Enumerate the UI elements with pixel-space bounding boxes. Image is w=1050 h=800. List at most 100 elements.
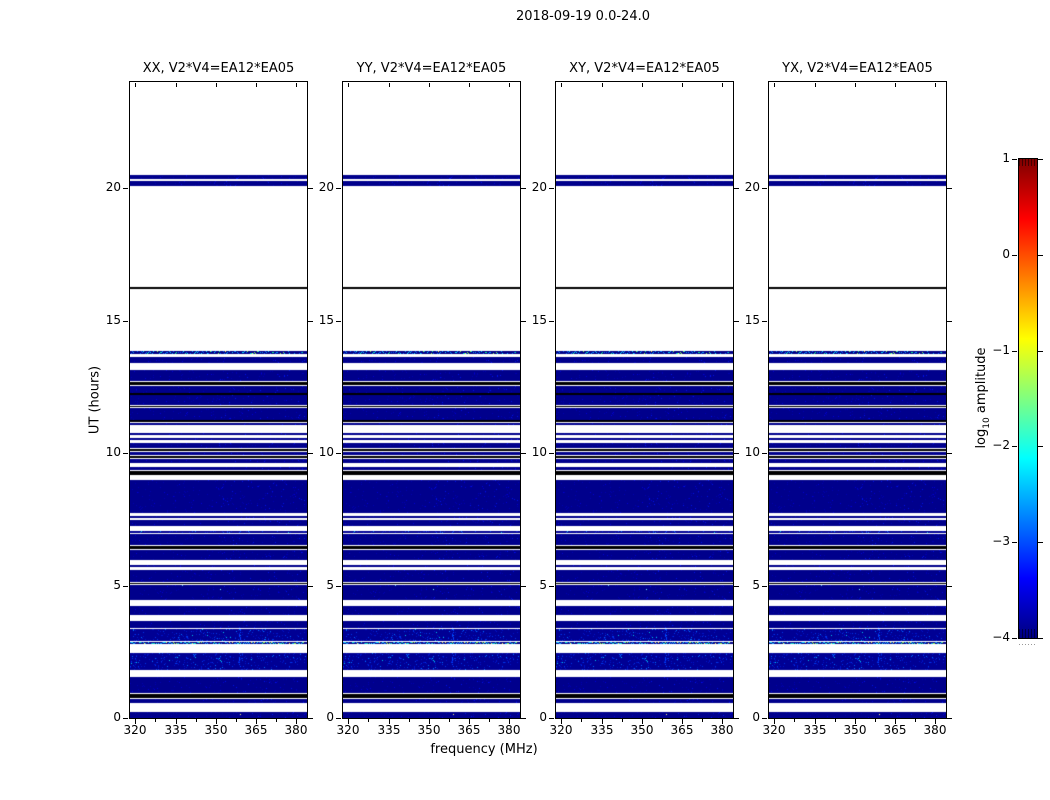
heatmap-panel — [342, 81, 521, 719]
colorbar-tick-label: −1 — [992, 343, 1010, 357]
x-tick-label: 320 — [762, 723, 786, 737]
colorbar-tick-right — [1038, 159, 1043, 160]
x-major-tick — [642, 719, 643, 724]
x-tick-label: 380 — [923, 723, 947, 737]
x-minor-tick — [794, 719, 795, 722]
x-major-tick-top — [895, 83, 896, 87]
x-axis-label: frequency (MHz) — [430, 742, 538, 757]
x-major-tick-top — [815, 83, 816, 87]
x-minor-tick — [489, 719, 490, 722]
colorbar-tick-label: −4 — [992, 630, 1010, 644]
x-minor-tick — [196, 719, 197, 722]
colorbar-tick-left — [1012, 446, 1017, 447]
colorbar-hatch-top — [1019, 159, 1037, 166]
y-tick-label: 0 — [539, 710, 547, 724]
heatmap-panel — [129, 81, 308, 719]
y-major-tick-right — [947, 586, 952, 587]
x-tick-label: 335 — [803, 723, 827, 737]
x-major-tick — [469, 719, 470, 724]
x-tick-label: 365 — [883, 723, 907, 737]
y-major-tick-right — [734, 453, 739, 454]
x-tick-label: 320 — [336, 723, 360, 737]
x-major-tick-top — [389, 83, 390, 87]
colorbar-tick-left — [1012, 542, 1017, 543]
y-tick-label: 20 — [318, 180, 334, 194]
colorbar-tick-right — [1038, 638, 1043, 639]
x-tick-label: 320 — [549, 723, 573, 737]
y-major-tick — [336, 321, 341, 322]
x-major-tick — [296, 719, 297, 724]
y-tick-label: 5 — [539, 578, 547, 592]
panel-title: XX, V2*V4=EA12*EA05 — [142, 61, 295, 76]
x-major-tick — [895, 719, 896, 724]
figure-title: 2018-09-19 0.0-24.0 — [516, 9, 650, 24]
x-tick-label: 350 — [204, 723, 228, 737]
y-major-tick-right — [521, 718, 526, 719]
y-tick-label: 15 — [744, 313, 760, 327]
x-major-tick — [602, 719, 603, 724]
y-major-tick-right — [947, 453, 952, 454]
colorbar-tick-left — [1012, 638, 1017, 639]
x-major-tick — [176, 719, 177, 724]
y-major-tick-right — [947, 718, 952, 719]
x-minor-tick — [155, 719, 156, 722]
colorbar-tick-right — [1038, 255, 1043, 256]
panel-canvas — [556, 82, 733, 718]
y-tick-label: 10 — [744, 445, 760, 459]
x-major-tick-top — [216, 83, 217, 87]
y-tick-label: 10 — [531, 445, 547, 459]
colorbar-label: log10 amplitude — [974, 347, 992, 449]
x-tick-label: 335 — [377, 723, 401, 737]
y-major-tick — [549, 453, 554, 454]
x-tick-label: 380 — [497, 723, 521, 737]
y-major-tick — [123, 453, 128, 454]
x-tick-label: 365 — [244, 723, 268, 737]
y-tick-label: 20 — [744, 180, 760, 194]
x-major-tick — [815, 719, 816, 724]
x-major-tick-top — [642, 83, 643, 87]
x-minor-tick — [236, 719, 237, 722]
y-major-tick — [336, 453, 341, 454]
colorbar-tick-left — [1012, 159, 1017, 160]
y-major-tick-right — [521, 321, 526, 322]
x-tick-label: 320 — [123, 723, 147, 737]
y-major-tick — [336, 586, 341, 587]
colorbar-tick-left — [1012, 255, 1017, 256]
x-major-tick — [682, 719, 683, 724]
y-major-tick-right — [734, 586, 739, 587]
x-major-tick — [561, 719, 562, 724]
y-major-tick-right — [521, 586, 526, 587]
x-minor-tick — [449, 719, 450, 722]
x-tick-label: 365 — [457, 723, 481, 737]
x-minor-tick — [368, 719, 369, 722]
x-major-tick-top — [855, 83, 856, 87]
x-tick-label: 335 — [164, 723, 188, 737]
colorbar-underline-dots — [1019, 644, 1037, 645]
x-major-tick — [774, 719, 775, 724]
x-minor-tick — [662, 719, 663, 722]
colorbar-tick-label: 1 — [1002, 151, 1010, 165]
y-major-tick-right — [308, 718, 313, 719]
x-major-tick — [389, 719, 390, 724]
y-major-tick — [336, 188, 341, 189]
panel-canvas — [769, 82, 946, 718]
x-minor-tick — [581, 719, 582, 722]
x-major-tick — [722, 719, 723, 724]
x-major-tick — [216, 719, 217, 724]
x-minor-tick — [702, 719, 703, 722]
colorbar-tick-right — [1038, 351, 1043, 352]
y-tick-label: 0 — [752, 710, 760, 724]
heatmap-panel — [768, 81, 947, 719]
x-major-tick — [935, 719, 936, 724]
x-major-tick — [348, 719, 349, 724]
y-major-tick — [123, 321, 128, 322]
x-minor-tick — [622, 719, 623, 722]
x-major-tick-top — [602, 83, 603, 87]
y-tick-label: 15 — [318, 313, 334, 327]
x-tick-label: 350 — [417, 723, 441, 737]
colorbar-hatch-bottom — [1019, 629, 1037, 638]
y-tick-label: 5 — [752, 578, 760, 592]
colorbar-tick-right — [1038, 542, 1043, 543]
y-major-tick-right — [308, 453, 313, 454]
